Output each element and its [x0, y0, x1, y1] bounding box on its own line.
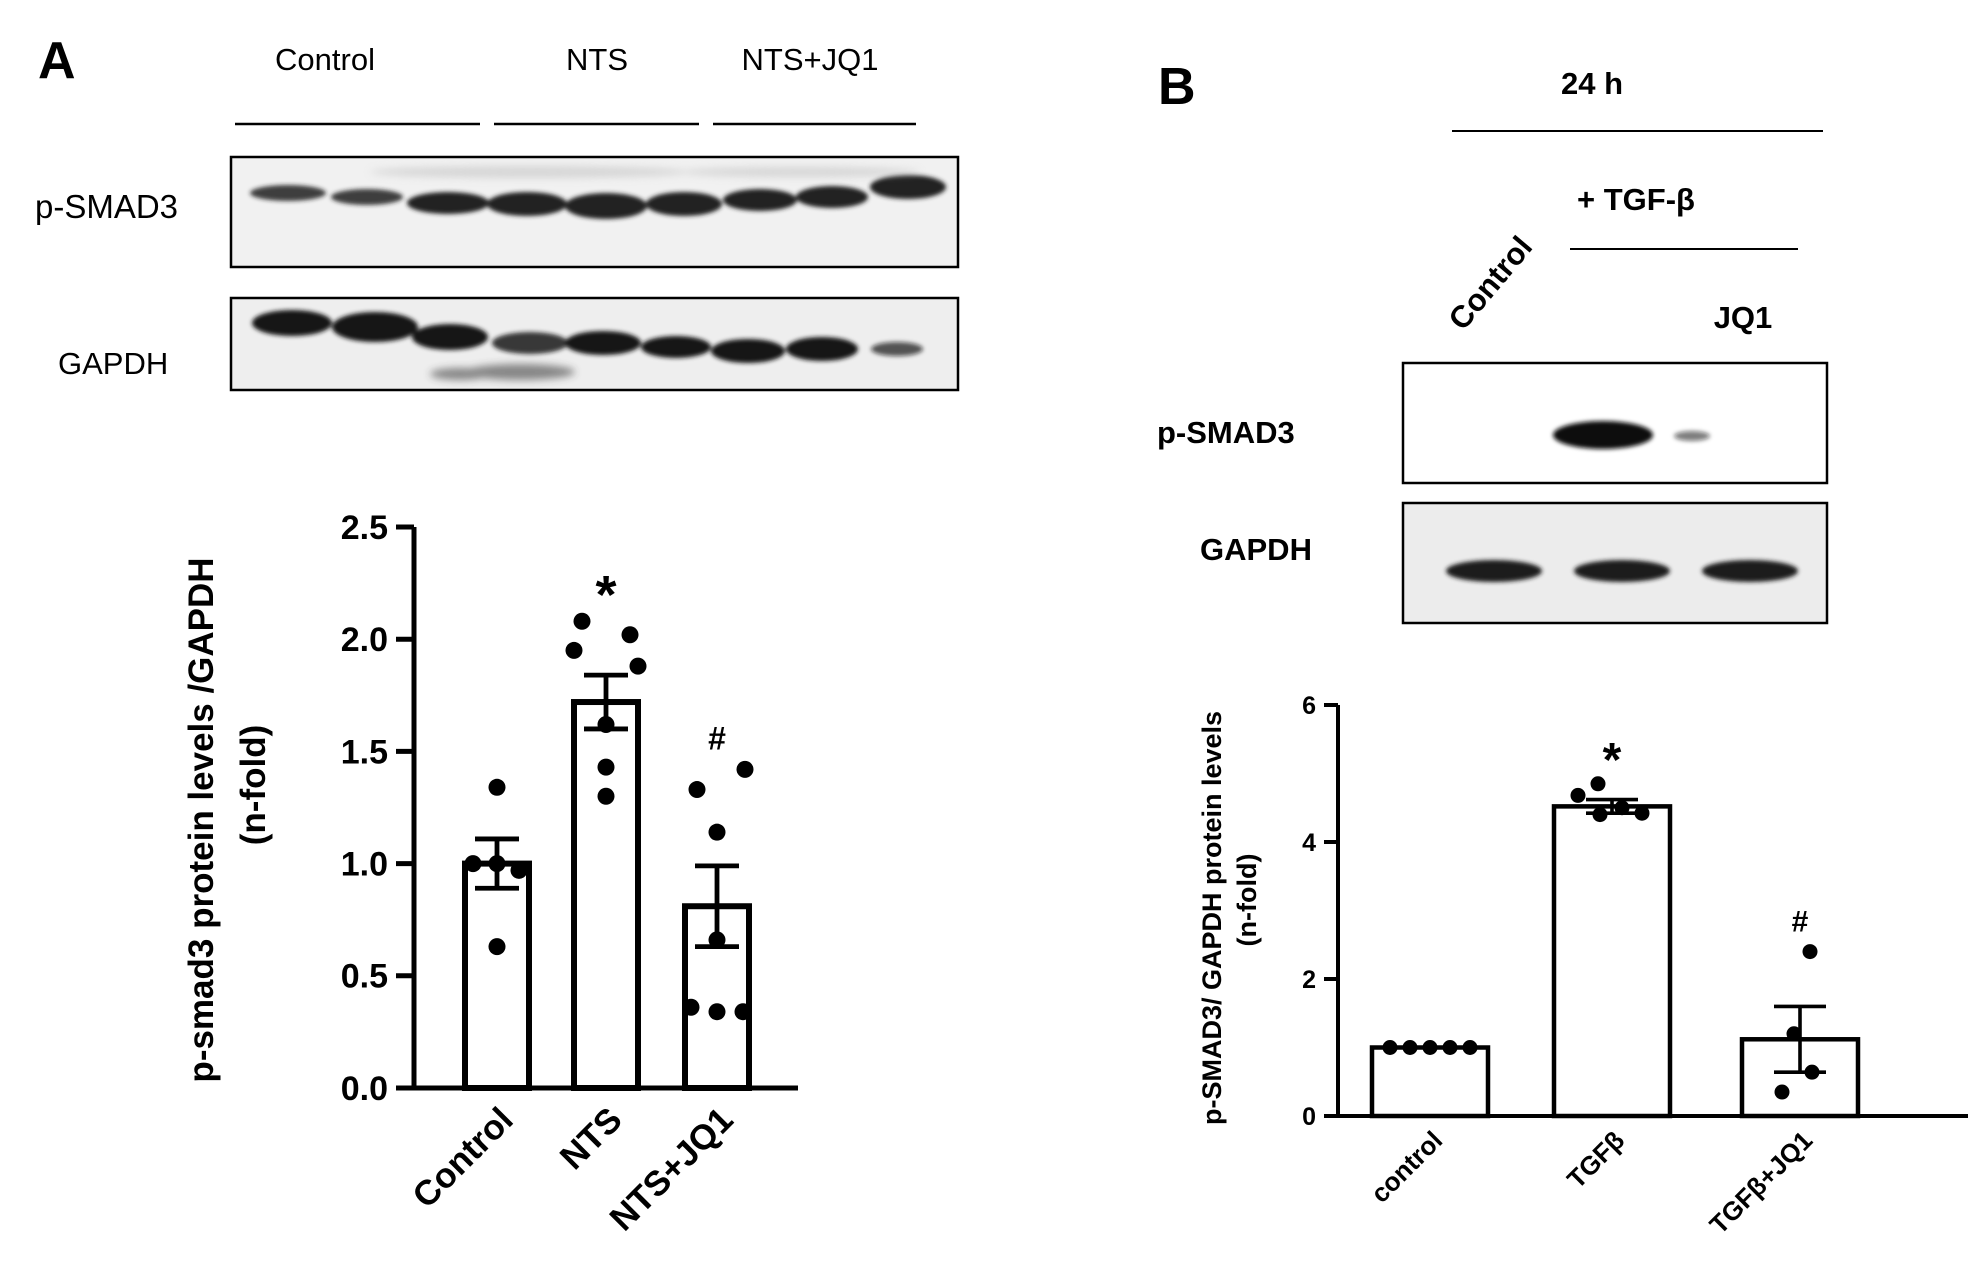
chartB-data-point: [1402, 1040, 1418, 1055]
chartA-data-point: [565, 641, 583, 659]
panel-a-group-label-nts-jq1: NTS+JQ1: [742, 42, 879, 77]
panel-a-blot-psmad3: [229, 155, 960, 269]
panel-b-blot-gapdh: [1401, 501, 1829, 625]
chartB-x-tick-label-0: control: [1365, 1125, 1449, 1209]
chartB-y-tick-label: 6: [1302, 692, 1316, 720]
chart-a-bars: [462, 699, 752, 1092]
chartA-bar-0: [462, 860, 532, 1091]
chartA-data-point: [488, 855, 506, 873]
chart-b-y-axis-label-unit: (n-fold): [1232, 854, 1262, 947]
chartB-data-point: [1592, 807, 1608, 823]
chartA-y-tick-label: 0.0: [341, 1070, 388, 1108]
chartB-bar-1: [1551, 804, 1673, 1119]
panel-a-blot-label-psmad3: p-SMAD3: [35, 188, 178, 225]
panel-a-blot-label-gapdh: GAPDH: [58, 346, 168, 381]
chartA-data-point: [736, 760, 754, 778]
panel-b-time-label: 24 h: [1561, 66, 1623, 101]
chartA-data-point: [597, 787, 615, 805]
chart-a-y-axis-label: p-smad3 protein levels /GAPDH: [182, 557, 221, 1082]
panel-b: B 24 h + TGF-β Control JQ1 p-SMAD3 GAPDH: [1157, 58, 1968, 1240]
chartA-data-point: [708, 1003, 726, 1021]
panel-a: A Control NTS NTS+JQ1 p-SMAD3 GAPDH: [35, 32, 960, 1238]
chartB-data-point: [1634, 805, 1650, 821]
chart-b-y-axis-label: p-SMAD3/ GAPDH protein levels: [1197, 711, 1227, 1125]
chartA-y-tick-label: 2.0: [341, 621, 388, 659]
chartA-x-tick-label-1: NTS: [553, 1100, 630, 1177]
chartA-significance-1: *: [595, 565, 616, 625]
chart-a: 0.00.51.01.52.02.5 *# Control NTSNTS+JQ1 …: [182, 509, 798, 1238]
panel-a-blot-gapdh: [229, 296, 960, 392]
chartA-y-tick-label: 1.5: [341, 733, 388, 771]
panel-b-treatment-label: + TGF-β: [1577, 182, 1695, 217]
chart-a-y-ticks: 0.0 0.5 1.0 1.5 2.0 2.5: [341, 509, 414, 1108]
chart-a-y-axis-label-unit: (n-fold): [234, 725, 273, 845]
chartA-data-point: [488, 778, 506, 796]
panel-b-blot-psmad3: [1401, 361, 1829, 485]
chartA-data-point: [688, 781, 706, 799]
chartA-y-tick-label: 1.0: [341, 846, 388, 884]
chart-a-significance-marks: *#: [595, 565, 726, 756]
chartA-x-tick-label-2: NTS+JQ1: [602, 1100, 740, 1238]
chartA-data-point: [708, 823, 726, 841]
chartB-data-point: [1614, 800, 1630, 816]
panel-b-control-label: Control: [1442, 230, 1540, 337]
chartB-data-point: [1804, 1064, 1820, 1080]
chartA-data-point: [621, 626, 639, 644]
chartA-data-point: [629, 657, 647, 675]
chartB-x-tick-label-2: TGFβ+JQ1: [1704, 1125, 1819, 1240]
chart-b-y-ticks: 0 2 4 6: [1302, 692, 1338, 1131]
chartA-data-point: [708, 931, 726, 949]
chartA-data-point: [464, 855, 482, 873]
chartA-data-point: [510, 861, 528, 879]
chartA-y-tick-label: 2.5: [341, 509, 388, 547]
chart-b-x-tick-labels: control TGFβ TGFβ+JQ1: [1365, 1125, 1819, 1240]
chartA-x-tick-label-0: Control: [405, 1100, 521, 1216]
chartB-data-point: [1442, 1040, 1458, 1055]
chartB-data-point: [1774, 1084, 1790, 1100]
chart-a-points: [464, 612, 754, 1021]
chartB-y-tick-label: 0: [1302, 1103, 1316, 1131]
chartA-data-point: [682, 998, 700, 1016]
chartB-y-tick-label: 2: [1302, 966, 1316, 994]
panel-a-group-label-control: Control: [275, 42, 375, 77]
chartB-significance-2: #: [1792, 906, 1809, 939]
chartA-data-point: [734, 1003, 752, 1021]
chart-b-bars: [1369, 804, 1861, 1119]
chartB-data-point: [1382, 1040, 1398, 1055]
chartA-data-point: [573, 612, 591, 630]
chartB-data-point: [1570, 787, 1586, 803]
chartB-data-point: [1462, 1040, 1478, 1055]
chartB-data-point: [1802, 944, 1818, 960]
chartA-significance-2: #: [708, 720, 726, 756]
panel-b-letter: B: [1158, 58, 1196, 116]
panel-b-blot-label-gapdh: GAPDH: [1200, 532, 1312, 567]
chartB-data-point: [1422, 1040, 1438, 1055]
chartB-x-tick-label-1: TGFβ: [1561, 1125, 1630, 1194]
panel-a-letter: A: [38, 32, 76, 90]
chartB-data-point: [1590, 776, 1606, 792]
panel-b-blot-label-psmad3: p-SMAD3: [1157, 415, 1295, 450]
chartB-data-point: [1786, 1026, 1802, 1042]
panel-a-group-label-nts: NTS: [566, 42, 628, 77]
chartA-data-point: [597, 758, 615, 776]
chart-b-points: [1382, 776, 1820, 1100]
chartA-data-point: [488, 938, 506, 956]
chart-b-significance-marks: *#: [1603, 734, 1809, 939]
panel-b-inhibitor-label: JQ1: [1714, 300, 1773, 335]
chartA-y-tick-label: 0.5: [341, 958, 388, 996]
chartB-significance-1: *: [1603, 734, 1622, 787]
chartB-y-tick-label: 4: [1302, 829, 1316, 857]
chartB-bar-0: [1369, 1045, 1491, 1119]
chartA-data-point: [597, 715, 615, 733]
